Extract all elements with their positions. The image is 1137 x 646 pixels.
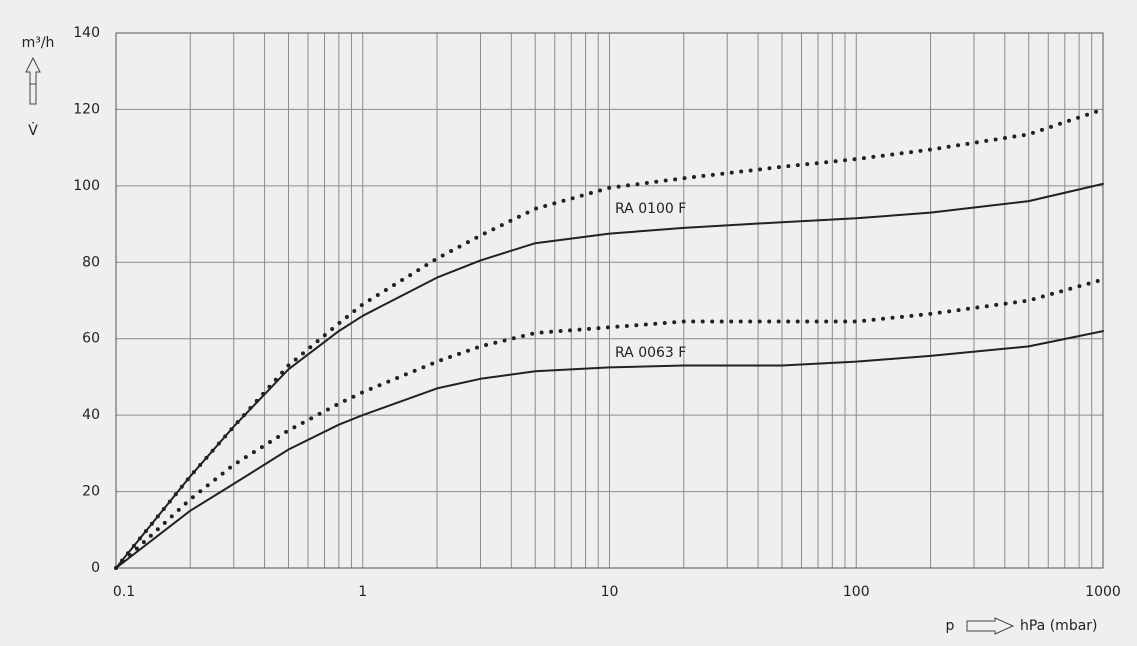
y-tick-label: 100 (73, 178, 100, 194)
y-tick-label: 120 (73, 101, 100, 117)
x-tick-label: 1 (358, 584, 367, 600)
y-arrow (25, 56, 41, 105)
y-tick-label: 20 (82, 484, 100, 500)
y-tick-label: 60 (82, 331, 100, 347)
x-symbol: p (946, 618, 955, 634)
x-tick-label: 0.1 (113, 584, 135, 600)
y-tick-label: 140 (73, 25, 100, 41)
y-tick-label: 80 (82, 254, 100, 270)
y-symbol: V̇ (28, 122, 38, 139)
line (115, 330, 1104, 569)
y-tick-label: 40 (82, 407, 100, 423)
x-tick-label: 100 (843, 584, 870, 600)
dotted-line (114, 277, 1105, 570)
y-unit-label: m³/h (22, 35, 55, 51)
x-tick-label: 1000 (1085, 584, 1121, 600)
plot-frame (115, 32, 1104, 569)
series-label: RA 0063 F (615, 345, 686, 361)
x-tick-label: 10 (601, 584, 619, 600)
x-unit-label: hPa (mbar) (1020, 618, 1098, 634)
series-label: RA 0100 F (615, 201, 686, 217)
dotted-line (114, 107, 1105, 570)
y-tick-label: 0 (91, 560, 100, 576)
line (115, 182, 1104, 569)
x-arrow (966, 617, 1015, 635)
